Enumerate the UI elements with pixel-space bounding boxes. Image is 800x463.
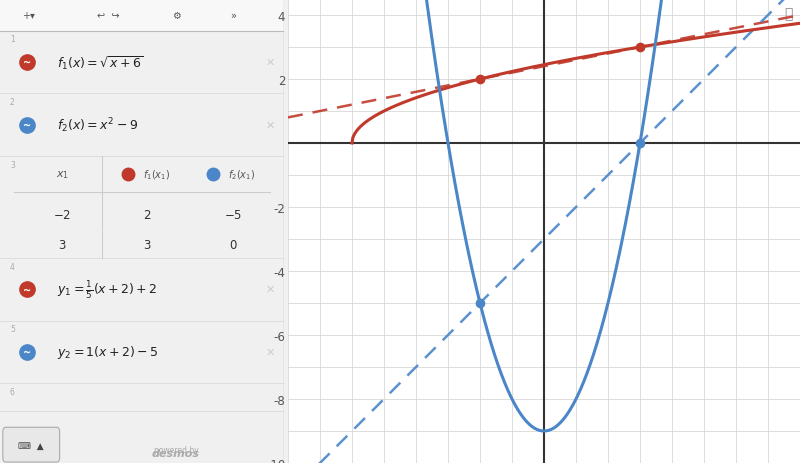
Text: ~: ~ (23, 347, 31, 357)
Text: ⌨  ▲: ⌨ ▲ (18, 441, 44, 450)
Text: 3: 3 (10, 160, 15, 169)
Bar (0, 0, 284, 31)
Text: ~: ~ (23, 285, 31, 294)
Text: $2$: $2$ (143, 208, 152, 221)
Text: $f_1(x_1)$: $f_1(x_1)$ (142, 168, 170, 181)
Text: $3$: $3$ (58, 238, 66, 251)
Text: ↩  ↪: ↩ ↪ (97, 11, 119, 21)
Text: 6: 6 (10, 387, 15, 396)
Text: ✕: ✕ (265, 347, 274, 357)
Text: ✕: ✕ (265, 58, 274, 68)
Text: ~: ~ (23, 120, 31, 130)
Text: $f_2(x) = x^2 - 9$: $f_2(x) = x^2 - 9$ (57, 116, 138, 135)
Text: $f_2(x_1)$: $f_2(x_1)$ (228, 168, 255, 181)
Text: 2: 2 (10, 98, 14, 106)
FancyBboxPatch shape (3, 427, 60, 462)
Text: $y_1 = \frac{1}{5}(x+2)+2$: $y_1 = \frac{1}{5}(x+2)+2$ (57, 279, 158, 300)
Text: $-5$: $-5$ (224, 208, 242, 221)
Text: ✕: ✕ (265, 285, 274, 294)
Text: $3$: $3$ (143, 238, 152, 251)
Text: +▾: +▾ (22, 11, 35, 21)
Text: $-2$: $-2$ (54, 208, 71, 221)
Text: 1: 1 (10, 35, 14, 44)
Text: 4: 4 (10, 262, 15, 271)
Text: ⚙: ⚙ (172, 11, 181, 21)
Text: $y_2 = 1(x+2)-5$: $y_2 = 1(x+2)-5$ (57, 344, 158, 361)
Text: $0$: $0$ (229, 238, 237, 251)
Text: ~: ~ (23, 58, 31, 68)
Text: $f_1(x) = \sqrt{x+6}$: $f_1(x) = \sqrt{x+6}$ (57, 54, 143, 72)
Text: $x_1$: $x_1$ (56, 169, 69, 181)
Text: 5: 5 (10, 325, 15, 333)
Text: powered by: powered by (154, 444, 198, 454)
Text: »: » (230, 11, 236, 21)
Text: 🔧: 🔧 (784, 7, 792, 21)
Text: ✕: ✕ (265, 120, 274, 130)
Text: desmos: desmos (152, 448, 200, 458)
